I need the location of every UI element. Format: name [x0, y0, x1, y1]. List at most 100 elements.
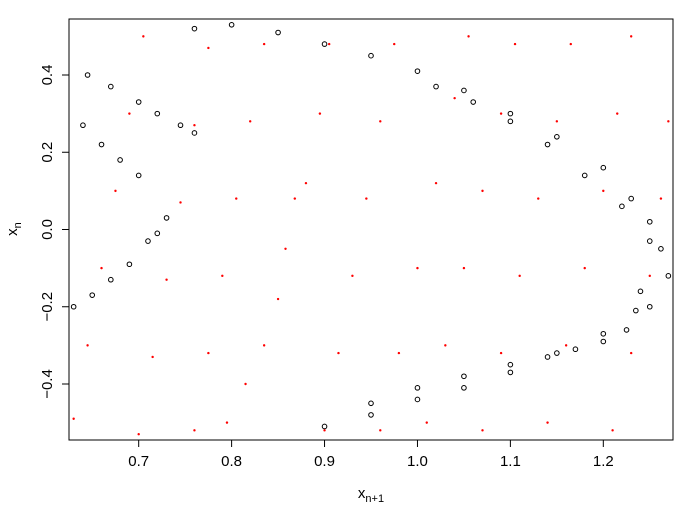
data-point-dot	[225, 421, 229, 424]
data-point-dot	[249, 120, 252, 123]
x-tick-label: 0.7	[128, 453, 149, 470]
data-point-dot	[629, 35, 633, 38]
data-point-dot	[244, 382, 247, 386]
data-point-dot	[323, 429, 326, 432]
data-point-dot	[151, 355, 154, 359]
data-point-dot	[397, 351, 401, 355]
data-point-circle	[368, 52, 374, 59]
data-point-dot	[481, 429, 484, 432]
data-point-dot	[276, 297, 280, 301]
data-point-dot	[262, 344, 266, 347]
data-point-circle	[163, 215, 170, 221]
data-point-dot	[416, 266, 419, 270]
data-point-circle	[70, 303, 77, 310]
data-point-circle	[126, 261, 133, 268]
data-point-circle	[461, 373, 467, 380]
data-point-circle	[177, 122, 184, 129]
data-point-circle	[368, 400, 374, 407]
data-point-circle	[633, 307, 639, 314]
data-point-circle	[600, 164, 607, 171]
data-point-circle	[507, 361, 514, 368]
data-point-circle	[658, 246, 664, 252]
data-point-dot	[293, 197, 297, 200]
x-tick-label: 0.9	[314, 453, 335, 470]
data-point-circle	[321, 41, 328, 47]
y-tick-label: 0.2	[39, 142, 56, 163]
data-point-dot	[629, 351, 633, 355]
data-point-dot	[481, 189, 484, 193]
data-point-dot	[179, 201, 182, 204]
points-layer	[70, 21, 672, 436]
data-point-circle	[619, 203, 625, 210]
y-tick-label: 0.0	[39, 219, 56, 240]
data-point-circle	[145, 238, 151, 244]
data-point-dot	[327, 42, 331, 46]
data-point-circle	[108, 276, 114, 283]
data-point-circle	[507, 118, 514, 125]
data-point-dot	[393, 42, 396, 46]
data-point-dot	[569, 42, 572, 46]
y-tick-label: −0.4	[39, 369, 56, 399]
data-point-circle	[461, 87, 467, 94]
data-point-circle	[628, 195, 634, 202]
data-point-dot	[207, 46, 210, 50]
data-point-circle	[154, 110, 161, 117]
data-point-dot	[337, 351, 340, 355]
x-tick-label: 0.8	[221, 453, 242, 470]
x-tick-label: 1.1	[500, 453, 521, 470]
data-point-circle	[581, 172, 588, 179]
data-point-dot	[564, 344, 568, 347]
x-tick-label: 1.0	[407, 453, 428, 470]
data-point-circle	[135, 172, 142, 179]
data-point-dot	[659, 197, 663, 200]
x-axis-title: xn+1	[358, 485, 384, 505]
data-point-dot	[611, 429, 614, 432]
data-point-circle	[117, 157, 123, 163]
data-point-dot	[72, 417, 75, 420]
x-axis: 0.7 0.8 0.9 1.0 1.1 1.2	[128, 440, 614, 470]
data-point-dot	[462, 266, 466, 270]
data-point-dot	[467, 35, 470, 38]
data-point-circle	[368, 412, 374, 418]
data-point-dot	[537, 197, 540, 200]
data-point-circle	[154, 230, 161, 237]
data-point-circle	[646, 238, 653, 244]
data-point-dot	[221, 274, 224, 278]
data-point-dot	[351, 274, 354, 278]
data-point-circle	[507, 110, 514, 117]
data-point-dot	[100, 266, 103, 270]
data-point-circle	[108, 83, 114, 90]
data-point-dot	[193, 429, 196, 432]
data-point-circle	[554, 134, 560, 140]
data-point-circle	[544, 141, 551, 148]
data-point-circle	[135, 99, 142, 105]
data-point-dot	[114, 189, 117, 193]
data-point-dot	[583, 266, 586, 270]
data-point-dot	[667, 120, 670, 123]
data-point-dot	[555, 120, 559, 123]
data-point-circle	[637, 288, 644, 295]
data-point-circle	[89, 292, 96, 298]
data-point-circle	[623, 327, 630, 333]
data-point-dot	[513, 42, 517, 46]
data-point-dot	[434, 181, 438, 185]
data-point-circle	[275, 29, 281, 36]
data-point-circle	[191, 25, 198, 32]
data-point-circle	[228, 21, 235, 28]
data-point-dot	[616, 112, 619, 115]
data-point-circle	[646, 303, 653, 310]
data-point-circle	[84, 72, 91, 78]
data-point-dot	[207, 351, 210, 355]
data-point-dot	[648, 274, 651, 278]
data-point-dot	[235, 197, 238, 200]
data-point-dot	[379, 120, 382, 123]
data-point-dot	[86, 344, 89, 347]
data-point-circle	[414, 385, 421, 391]
y-tick-label: −0.2	[39, 292, 56, 322]
data-point-dot	[137, 433, 140, 436]
data-point-circle	[572, 346, 579, 353]
data-point-circle	[414, 396, 421, 403]
data-point-circle	[470, 99, 477, 105]
data-point-dot	[165, 278, 168, 281]
